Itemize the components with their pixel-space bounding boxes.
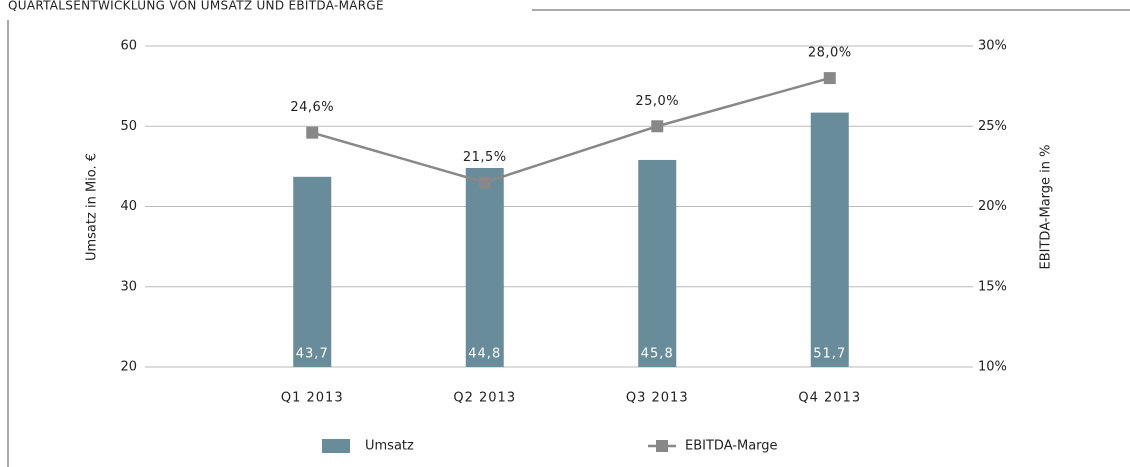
- bar: [293, 176, 332, 367]
- line-marker: [651, 120, 664, 133]
- line-marker: [478, 176, 491, 189]
- y-tick-label: 50: [120, 119, 137, 134]
- y2-tick-label: 25%: [978, 119, 1007, 134]
- line-marker: [823, 72, 836, 85]
- chart-title: QUARTALSENTWICKLUNG VON UMSATZ UND EBITD…: [8, 0, 384, 13]
- bar: [810, 112, 849, 367]
- line-value-label: 24,6%: [290, 100, 334, 115]
- bar-value-label: 43,7: [296, 347, 329, 362]
- line-value-label: 21,5%: [463, 150, 507, 165]
- y-axis-label: Umsatz in Mio. €: [85, 153, 100, 261]
- legend-swatch: [656, 440, 668, 452]
- y-tick-label: 60: [120, 39, 137, 54]
- line: [311, 76, 831, 184]
- x-tick-label: Q1 2013: [281, 391, 344, 406]
- bar-value-label: 44,8: [468, 347, 501, 362]
- y2-tick-label: 10%: [978, 360, 1007, 375]
- y-tick-label: 40: [120, 199, 137, 214]
- x-tick-label: Q3 2013: [626, 391, 689, 406]
- bar-value-label: 45,8: [641, 347, 674, 362]
- y2-tick-label: 30%: [978, 39, 1007, 54]
- y2-tick-label: 20%: [978, 199, 1007, 214]
- line-value-label: 25,0%: [635, 94, 679, 109]
- bar-value-label: 51,7: [813, 347, 846, 362]
- x-tick-label: Q2 2013: [453, 391, 516, 406]
- y2-axis-label: EBITDA-Marge in %: [1039, 144, 1054, 269]
- line-value-label: 28,0%: [808, 46, 852, 61]
- bar: [465, 167, 504, 367]
- y-tick-label: 30: [120, 279, 137, 294]
- legend-label: EBITDA-Marge: [685, 439, 778, 454]
- x-tick-label: Q4 2013: [798, 391, 861, 406]
- y2-tick-label: 15%: [978, 279, 1007, 294]
- bar: [638, 159, 677, 367]
- line-marker: [306, 126, 319, 139]
- legend-swatch: [322, 439, 350, 453]
- legend-label: Umsatz: [365, 439, 414, 454]
- y-tick-label: 20: [120, 360, 137, 375]
